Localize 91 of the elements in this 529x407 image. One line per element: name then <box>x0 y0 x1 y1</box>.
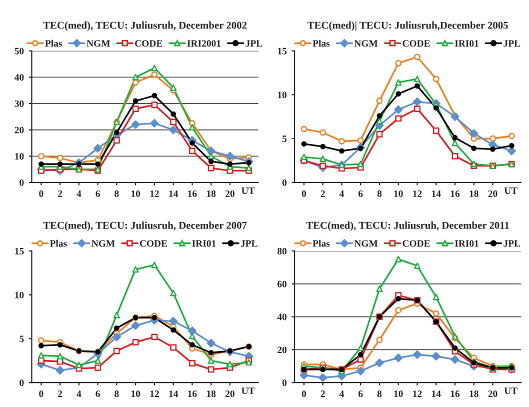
legend-label: IRI01 <box>454 40 478 47</box>
y-tick-label: 10 <box>15 292 24 298</box>
legend-label: CODE <box>402 240 430 247</box>
x-tick-label: 16 <box>188 390 197 398</box>
x-tick-label: 6 <box>96 390 100 398</box>
legend-label: JPL <box>246 40 262 47</box>
x-tick-label: 18 <box>470 390 478 398</box>
legend-label: Plas <box>45 40 62 47</box>
x-tick-label: 20 <box>226 190 234 197</box>
x-tick-label: 20 <box>488 390 498 398</box>
legend-label: CODE <box>135 40 162 47</box>
x-tick-label: 2 <box>58 390 62 397</box>
y-tick-label: 0 <box>20 179 24 186</box>
legend-label: NGM <box>86 40 110 47</box>
x-tick-label: 10 <box>394 190 403 197</box>
x-tick-label: 4 <box>339 390 344 397</box>
legend-label: CODE <box>402 40 430 47</box>
x-tick-label: 0 <box>302 190 306 197</box>
y-tick-label: 5 <box>20 336 24 342</box>
legend-label: IRI01 <box>192 240 216 247</box>
x-tick-label: 16 <box>188 190 197 197</box>
y-tick-label: 80 <box>277 248 287 254</box>
x-tick-label: 0 <box>39 390 44 398</box>
x-tick-label: 16 <box>450 190 460 197</box>
y-tick-label: 15 <box>278 48 287 54</box>
x-axis-title: UT <box>504 388 518 394</box>
x-tick-label: 4 <box>76 190 82 197</box>
x-tick-label: 14 <box>432 390 441 397</box>
legend-label: IRI01 <box>454 240 478 247</box>
legend-label: CODE <box>140 240 168 247</box>
x-tick-label: 8 <box>114 390 119 398</box>
legend-label: JPL <box>504 240 520 247</box>
legend-label: JPL <box>504 40 520 47</box>
x-tick-label: 18 <box>207 390 216 398</box>
x-tick-label: 6 <box>358 190 363 197</box>
x-tick-label: 6 <box>96 190 100 197</box>
x-tick-label: 4 <box>76 390 82 397</box>
x-tick-label: 2 <box>320 390 325 397</box>
legend-label: Plas <box>50 240 67 247</box>
x-axis-title: UT <box>504 187 518 194</box>
x-tick-label: 2 <box>58 190 62 197</box>
x-tick-label: 6 <box>358 390 363 398</box>
x-tick-label: 8 <box>377 190 382 197</box>
y-tick-label: 10 <box>15 153 24 160</box>
x-tick-label: 18 <box>207 190 216 197</box>
x-tick-label: 20 <box>488 190 498 197</box>
chart-title: TEC(med), TECU: Juliusruh, December 2002 <box>43 21 247 31</box>
y-tick-label: 0 <box>20 379 24 386</box>
y-tick-label: 50 <box>14 48 24 54</box>
legend-label: IRI2001 <box>187 40 221 47</box>
x-tick-label: 0 <box>39 190 44 197</box>
x-tick-label: 12 <box>413 390 422 397</box>
x-tick-label: 2 <box>320 190 325 197</box>
x-axis-title: UT <box>242 388 255 394</box>
x-tick-label: 8 <box>114 190 119 197</box>
x-tick-label: 12 <box>150 190 159 197</box>
legend-label: NGM <box>354 40 378 47</box>
x-tick-label: 0 <box>302 390 306 398</box>
x-tick-label: 20 <box>226 390 234 398</box>
legend-label: NGM <box>92 240 115 247</box>
legend-label: NGM <box>354 240 378 247</box>
legend-label: JPL <box>240 240 258 247</box>
x-tick-label: 12 <box>150 390 159 397</box>
y-tick-label: 20 <box>14 126 24 134</box>
y-tick-label: 10 <box>278 92 287 98</box>
x-axis-title: UT <box>242 187 255 194</box>
y-tick-label: 15 <box>15 248 24 254</box>
x-tick-label: 4 <box>339 190 344 197</box>
x-tick-label: 10 <box>394 390 403 398</box>
chart-title: TEC(med), TECU: Juliusruh, December 2011 <box>306 222 509 231</box>
legend-label: Plas <box>312 40 330 47</box>
x-tick-label: 8 <box>377 390 382 398</box>
chart-title: TEC(med), TECU: Juliusruh, December 2007 <box>43 222 247 231</box>
chart-title: TEC(med)| TECU: Juliusruh,December 2005 <box>307 21 508 31</box>
y-tick-label: 20 <box>278 346 287 354</box>
x-tick-label: 12 <box>413 190 422 197</box>
y-tick-label: 0 <box>282 379 287 386</box>
y-tick-label: 40 <box>277 314 287 320</box>
x-tick-label: 10 <box>131 390 140 398</box>
y-tick-label: 0 <box>282 179 287 186</box>
x-tick-label: 14 <box>169 190 178 197</box>
legend-label: Plas <box>312 240 330 247</box>
x-tick-label: 14 <box>169 390 178 397</box>
x-tick-label: 18 <box>470 190 478 197</box>
x-tick-label: 14 <box>432 190 441 197</box>
y-tick-label: 40 <box>14 74 24 81</box>
x-tick-label: 10 <box>131 190 140 197</box>
y-tick-label: 30 <box>14 100 24 107</box>
y-tick-label: 5 <box>282 136 287 142</box>
x-tick-label: 16 <box>450 390 460 398</box>
y-tick-label: 60 <box>277 280 287 288</box>
